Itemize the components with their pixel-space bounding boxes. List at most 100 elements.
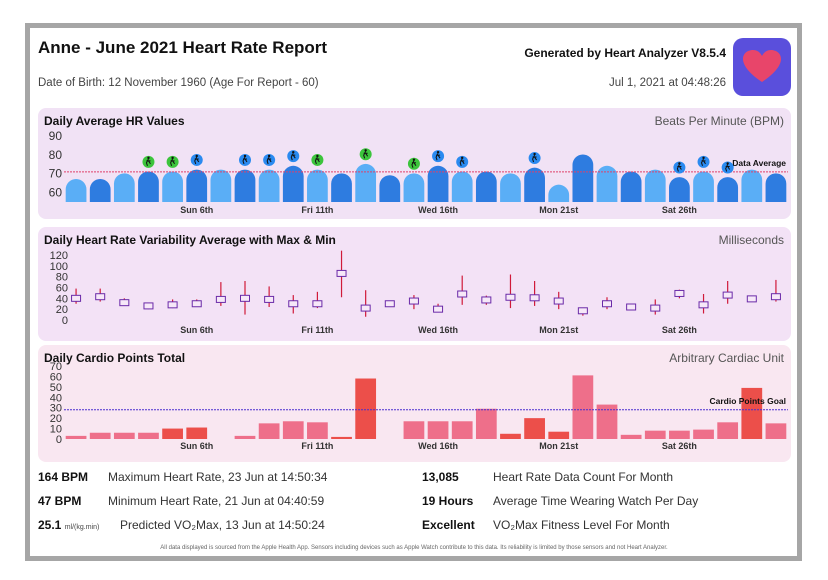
report-title: Anne - June 2021 Heart Rate Report [38, 38, 328, 57]
y-tick-label: 40 [50, 392, 62, 404]
bar [331, 436, 352, 439]
x-tick-label: Sat 26th [662, 205, 697, 215]
avg-box [264, 295, 275, 303]
stat-unit: ml/(kg.min) [64, 524, 100, 531]
bar [234, 169, 256, 202]
walk-figure-head [461, 156, 464, 160]
bar [113, 173, 135, 202]
bar [89, 432, 111, 439]
y-tick-label: 60 [49, 186, 63, 200]
walk-figure-head [171, 156, 174, 160]
avg-box [505, 293, 516, 301]
bar [138, 171, 159, 202]
avg-box [119, 299, 130, 307]
bar [162, 428, 183, 439]
x-tick-label: Wed 16th [418, 441, 458, 451]
walk-figure-head [678, 162, 681, 165]
walk-figure-head [412, 158, 416, 161]
avg-hr-unit: Beats Per Minute (BPM) [654, 114, 784, 128]
avg-box [602, 300, 612, 308]
y-tick-label: 120 [50, 250, 68, 262]
bar [620, 434, 642, 439]
bar [548, 184, 570, 202]
x-tick-label: Wed 16th [418, 205, 458, 215]
avg-box [288, 300, 299, 308]
avg-box [95, 293, 106, 301]
bar [186, 427, 208, 439]
bar [162, 171, 183, 202]
walk-figure-head [316, 154, 319, 158]
cardio-title: Daily Cardio Points Total [44, 351, 186, 365]
avg-hr-chart: 60 70 80 90 Data Average Sun 6th Fri 11th Wed 1… [49, 129, 788, 215]
hrv-title: Daily Heart Rate Variability Average wit… [44, 233, 336, 247]
walk-figure-head [147, 156, 150, 160]
y-tick-label: 50 [50, 382, 62, 394]
goal-label: Cardio Points Goal [709, 396, 786, 406]
walk-icon [190, 153, 203, 166]
avg-box [336, 269, 347, 277]
stat-value: 47 BPM [38, 494, 82, 508]
x-tick-label: Fri 11th [301, 441, 333, 451]
footer-note: All data displayed is sourced from the A… [160, 545, 668, 551]
walk-icon [142, 155, 155, 168]
avg-hr-title: Daily Average HR Values [44, 114, 185, 128]
app-icon [733, 38, 791, 96]
walk-icon [359, 148, 372, 161]
avg-box [71, 294, 82, 302]
y-tick-label: 70 [50, 361, 62, 373]
walk-icon [263, 153, 276, 166]
bar [258, 169, 280, 202]
avg-box [312, 300, 323, 308]
bar [186, 169, 208, 202]
y-tick-label: 60 [56, 283, 68, 295]
bar [572, 154, 594, 202]
date-of-birth: Date of Birth: 12 November 1960 (Age For… [38, 77, 319, 89]
stat-desc: Heart Rate Data Count For Month [493, 470, 674, 484]
x-tick-label: Mon 21st [539, 325, 578, 335]
bar [741, 387, 763, 439]
y-tick-label: 40 [56, 293, 68, 305]
avg-box [577, 307, 588, 315]
bar [620, 171, 642, 202]
walk-icon [456, 155, 469, 168]
bar [693, 171, 714, 202]
walk-figure [411, 160, 417, 168]
bar [644, 169, 666, 202]
avg-box [674, 289, 685, 297]
bar [427, 165, 449, 202]
bar [475, 171, 497, 202]
walk-figure [170, 158, 176, 166]
avg-box [240, 294, 250, 302]
bar [596, 404, 618, 439]
y-tick-label: 100 [50, 261, 68, 273]
avg-box [433, 305, 444, 313]
x-tick-label: Sun 6th [180, 325, 213, 335]
y-tick-label: 0 [56, 434, 62, 446]
stat-desc: VO₂Max Fitness Level For Month [493, 518, 670, 532]
walk-figure [266, 156, 272, 165]
bar [451, 171, 473, 202]
y-tick-label: 10 [50, 424, 62, 436]
average-label: Data Average [732, 158, 786, 168]
avg-box [481, 296, 492, 304]
avg-box [626, 303, 637, 311]
walk-figure-head [436, 150, 440, 154]
stat-desc: Maximum Heart Rate, 23 Jun at 14:50:34 [108, 470, 328, 484]
walk-figure [435, 152, 441, 161]
avg-box [191, 300, 202, 308]
y-tick-label: 0 [62, 315, 68, 327]
bar [548, 431, 570, 439]
walk-icon [407, 157, 420, 170]
x-tick-label: Fri 11th [301, 325, 333, 335]
bar [65, 179, 87, 202]
bar [89, 178, 111, 202]
walk-icon [239, 153, 251, 166]
walk-figure [725, 164, 731, 172]
stat-value: 13,085 [422, 470, 459, 484]
bar [524, 418, 545, 439]
stat-value-number: 25.1 [38, 518, 62, 532]
walk-icon [311, 153, 324, 166]
avg-box [746, 295, 757, 303]
bar [65, 435, 87, 439]
